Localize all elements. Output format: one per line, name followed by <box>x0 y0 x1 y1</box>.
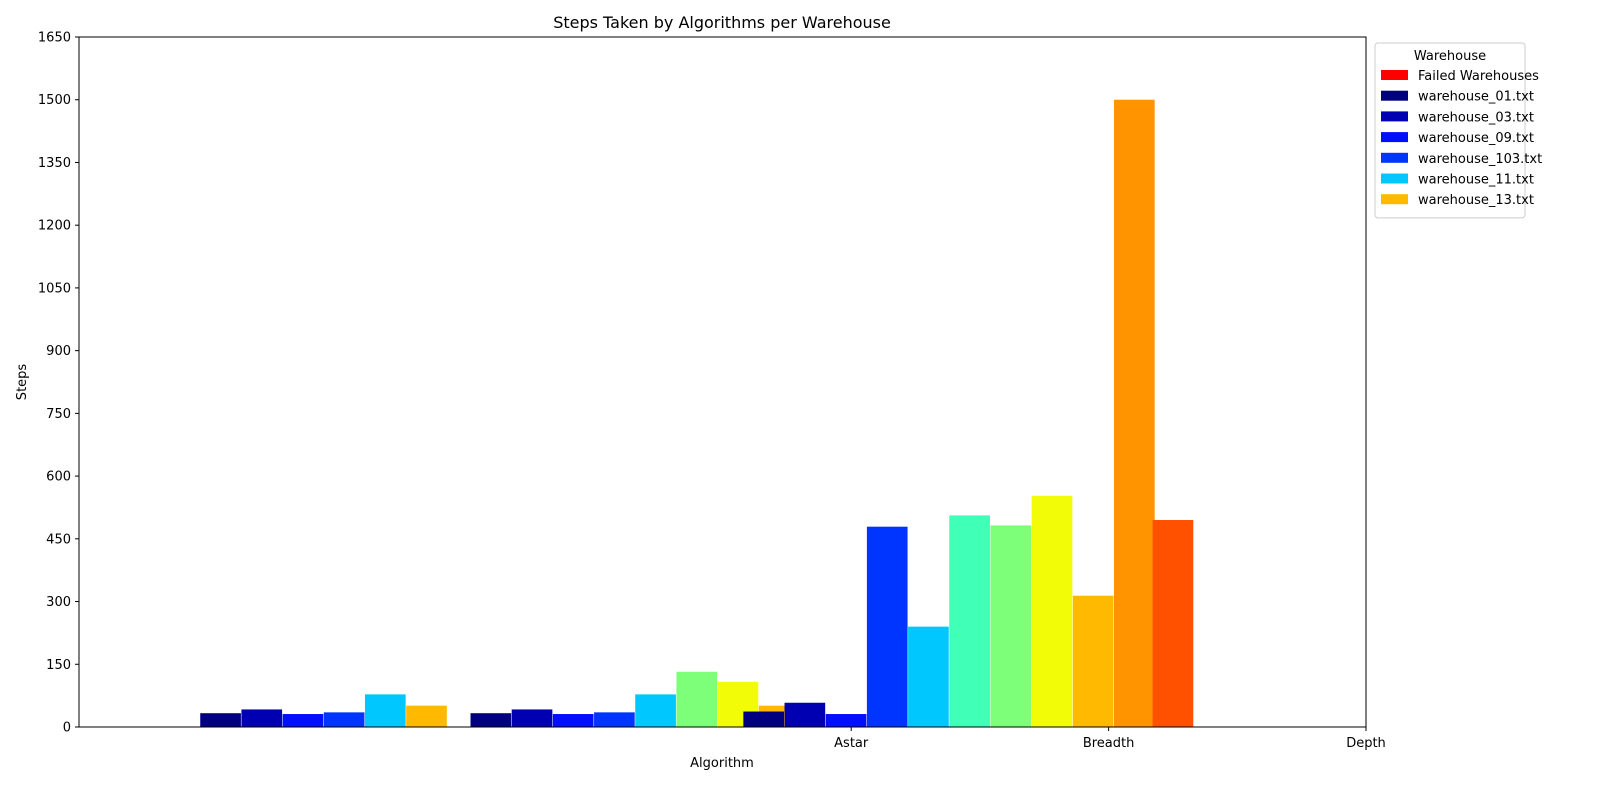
bar-20 <box>990 525 1032 727</box>
bar-6 <box>470 713 512 727</box>
legend-label-4: warehouse_103.txt <box>1418 152 1542 167</box>
legend-label-6: warehouse_13.txt <box>1418 193 1534 208</box>
bars-layer <box>200 99 1194 728</box>
bar-23 <box>1114 99 1155 728</box>
chart-title: Steps Taken by Algorithms per Warehouse <box>553 13 891 32</box>
y-tick-label-0: 0 <box>63 721 71 736</box>
bar-22 <box>1072 595 1114 727</box>
bar-24 <box>1152 520 1194 727</box>
bar-5 <box>406 705 447 727</box>
y-tick-label-7: 1050 <box>38 281 71 296</box>
bar-17 <box>866 526 908 727</box>
y-axis: 0 150 300 450 600 750 900 1050 1200 1350 1500 1650 <box>38 31 79 736</box>
legend-box <box>1374 42 1526 219</box>
legend-label-0: Failed Warehouses <box>1418 69 1539 84</box>
legend-label-1: warehouse_01.txt <box>1418 90 1534 105</box>
y-tick-label-1: 150 <box>46 658 71 673</box>
bar-14 <box>743 711 785 727</box>
bar-15 <box>784 702 826 727</box>
bar-11 <box>676 671 718 727</box>
bar-1 <box>241 709 283 727</box>
x-axis-label: Algorithm <box>690 756 754 771</box>
bar-4 <box>364 694 406 727</box>
legend-swatch-2 <box>1381 111 1408 122</box>
plot-frame <box>78 36 1367 728</box>
bar-0 <box>200 713 241 727</box>
y-tick-label-5: 750 <box>46 407 71 422</box>
legend-label-3: warehouse_09.txt <box>1418 131 1534 146</box>
y-tick-label-4: 600 <box>46 470 71 485</box>
x-axis: Astar Breadth Depth <box>834 727 1386 751</box>
legend-swatch-1 <box>1381 90 1408 101</box>
y-tick-label-8: 1200 <box>38 219 71 234</box>
y-tick-label-9: 1350 <box>38 156 71 171</box>
legend-swatch-3 <box>1381 132 1408 143</box>
y-axis-label: Steps <box>15 364 30 401</box>
bar-8 <box>552 714 594 727</box>
legend-swatch-4 <box>1381 152 1408 163</box>
y-tick-label-2: 300 <box>46 595 71 610</box>
legend-swatch-0 <box>1381 70 1408 80</box>
legend-swatch-6 <box>1381 194 1408 205</box>
legend-title: Warehouse <box>1414 49 1486 64</box>
bar-7 <box>511 709 553 727</box>
legend: Warehouse Failed Warehouses warehouse_01.t… <box>1374 42 1542 219</box>
y-tick-label-10: 1500 <box>38 93 71 108</box>
legend-label-2: warehouse_03.txt <box>1418 110 1534 125</box>
bar-19 <box>949 515 990 727</box>
y-tick-label-11: 1650 <box>38 31 71 46</box>
x-tick-label-0: Astar <box>834 736 869 751</box>
bar-3 <box>323 712 365 727</box>
bar-16 <box>825 714 867 727</box>
legend-label-5: warehouse_11.txt <box>1418 173 1534 188</box>
bar-18 <box>908 626 949 727</box>
bar-21 <box>1031 495 1073 727</box>
bar-9 <box>594 712 635 727</box>
y-tick-label-6: 900 <box>46 344 71 359</box>
bar-2 <box>282 714 324 727</box>
x-tick-label-2: Depth <box>1346 736 1386 751</box>
x-tick-label-1: Breadth <box>1083 736 1135 751</box>
bar-10 <box>635 694 676 727</box>
y-tick-label-3: 450 <box>46 532 71 547</box>
legend-swatch-5 <box>1381 173 1408 184</box>
